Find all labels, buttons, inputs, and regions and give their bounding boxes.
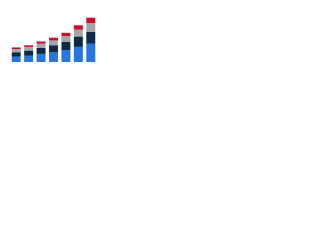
bar-segment (61, 36, 71, 43)
bar-segment (86, 43, 96, 62)
bar-segment (61, 50, 71, 62)
bar-segment (86, 23, 96, 32)
bar-segment (36, 47, 46, 54)
bar-segment (73, 46, 83, 62)
bar-segment (11, 49, 21, 53)
bar-segment (73, 36, 83, 47)
bar-segment (61, 42, 71, 51)
bar-segment (61, 32, 71, 37)
bar-segment (36, 41, 46, 44)
bar-segment (36, 53, 46, 62)
bar-segment (24, 55, 34, 62)
bar-segment (73, 29, 83, 37)
bar-segment (11, 47, 21, 50)
bar-segment (86, 31, 96, 44)
bar-segment (49, 40, 58, 46)
chart (11, 17, 96, 62)
bar-segment (11, 52, 21, 57)
bar-segment (11, 56, 21, 62)
bar-segment (86, 17, 96, 24)
page: (() => { const data = JSON.parse(documen… (0, 0, 320, 71)
bar-segment (24, 46, 34, 51)
bar-segment (24, 45, 34, 47)
bar-segment (49, 45, 58, 53)
bar-segment (36, 43, 46, 48)
bar-segment (24, 50, 34, 56)
bar-segment (49, 52, 58, 62)
bar-segment (49, 37, 58, 41)
bar-segment (73, 25, 83, 30)
